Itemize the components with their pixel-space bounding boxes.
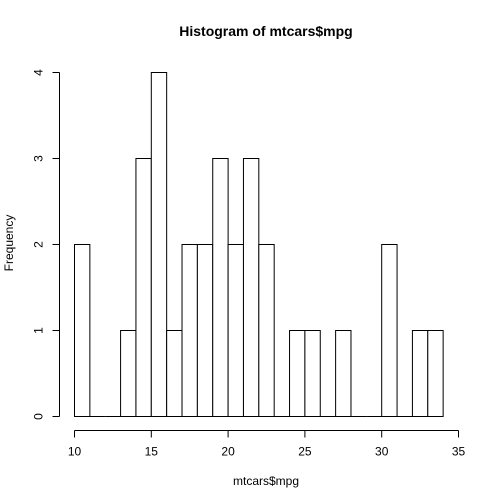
histogram-bar	[335, 330, 352, 417]
y-axis-label: Frequency	[2, 215, 16, 272]
x-tick-label: 10	[68, 445, 82, 459]
histogram-bar	[411, 330, 429, 417]
histogram-bar	[150, 72, 168, 417]
y-tick-label: 3	[32, 155, 46, 162]
bars-layer	[74, 72, 444, 417]
x-tick-label: 25	[298, 445, 312, 459]
x-tick-label: 20	[221, 445, 235, 459]
histogram-bar	[166, 330, 183, 417]
x-tick-label: 15	[145, 445, 159, 459]
histogram-bar	[427, 330, 444, 417]
histogram-bar	[74, 244, 91, 417]
histogram-bar	[242, 158, 260, 417]
x-axis-label: mtcars$mpg	[233, 474, 299, 488]
x-axis: 10 15 20 25 30 35	[68, 430, 466, 459]
y-axis: 0 1 2 3 4	[32, 69, 60, 420]
histogram-bar	[289, 330, 306, 417]
chart-title: Histogram of mtcars$mpg	[179, 23, 352, 39]
y-tick-label: 0	[32, 413, 46, 420]
y-tick-label: 2	[32, 241, 46, 248]
histogram-bar	[304, 330, 321, 417]
histogram-bar	[258, 244, 275, 417]
histogram-bar	[181, 244, 198, 417]
x-tick-label: 35	[452, 445, 466, 459]
histogram-bar	[196, 244, 214, 417]
histogram-bar	[120, 330, 137, 417]
y-tick-label: 1	[32, 327, 46, 334]
histogram-bar	[227, 244, 244, 417]
histogram-bar	[135, 158, 152, 417]
y-tick-label: 4	[32, 69, 46, 76]
histogram-bar	[381, 244, 398, 417]
histogram-bar	[212, 158, 229, 417]
x-tick-label: 30	[375, 445, 389, 459]
